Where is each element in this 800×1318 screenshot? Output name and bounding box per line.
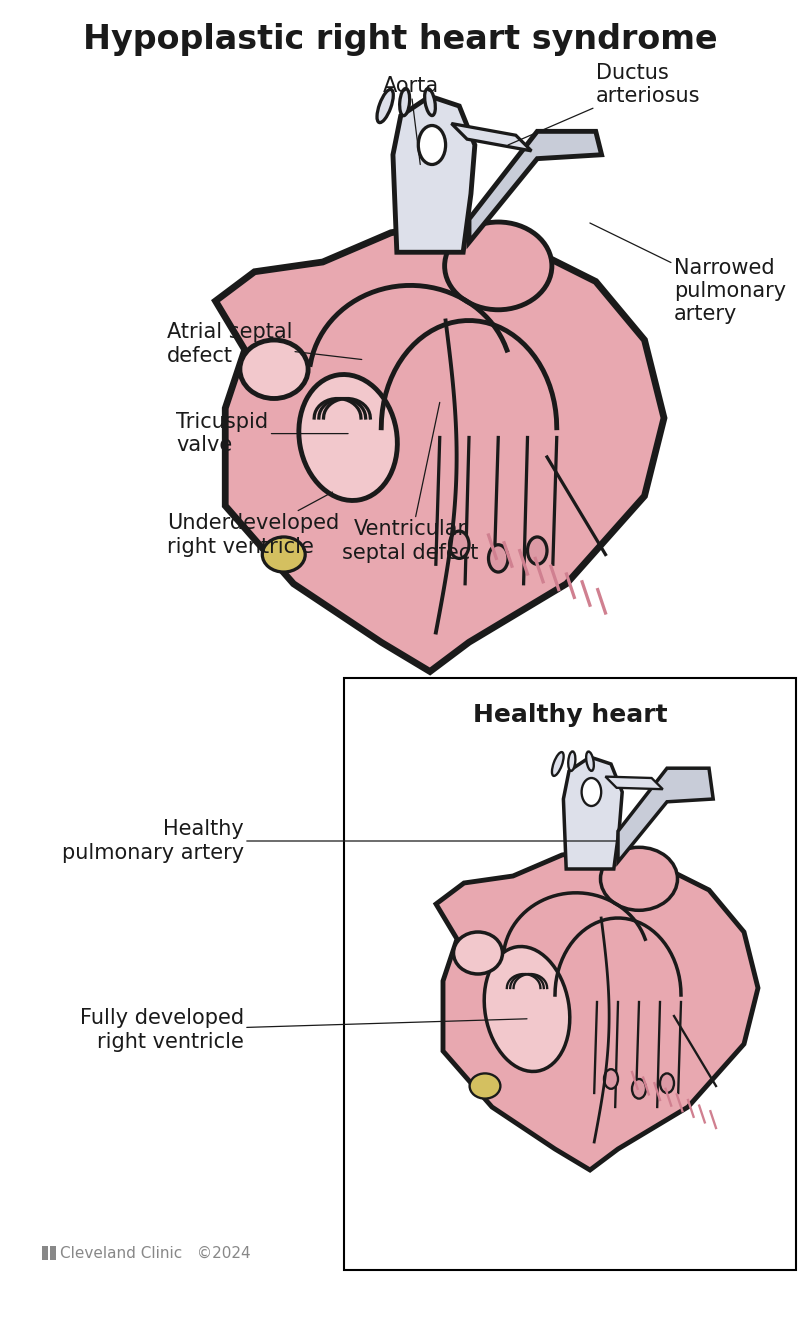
Ellipse shape xyxy=(568,751,575,771)
Text: Fully developed
right ventricle: Fully developed right ventricle xyxy=(80,1008,527,1052)
Text: Tricuspid
valve: Tricuspid valve xyxy=(177,413,348,455)
Ellipse shape xyxy=(299,374,398,501)
Polygon shape xyxy=(469,132,602,243)
Polygon shape xyxy=(606,776,663,789)
Ellipse shape xyxy=(377,90,394,123)
Text: Atrial septal
defect: Atrial septal defect xyxy=(166,323,362,365)
Ellipse shape xyxy=(552,753,564,776)
Bar xyxy=(50,1246,56,1260)
Ellipse shape xyxy=(418,125,446,165)
Text: Healthy heart: Healthy heart xyxy=(473,702,667,728)
Ellipse shape xyxy=(604,1069,618,1089)
Polygon shape xyxy=(393,96,475,252)
Ellipse shape xyxy=(632,1079,646,1099)
Ellipse shape xyxy=(400,88,410,116)
Ellipse shape xyxy=(450,531,469,559)
Ellipse shape xyxy=(240,340,308,398)
Text: Aorta: Aorta xyxy=(382,76,438,165)
Ellipse shape xyxy=(489,544,508,572)
Ellipse shape xyxy=(484,946,570,1072)
Polygon shape xyxy=(563,757,622,869)
Text: Underdeveloped
right ventricle: Underdeveloped right ventricle xyxy=(166,492,339,556)
Ellipse shape xyxy=(527,536,547,564)
Bar xyxy=(42,1246,48,1260)
Ellipse shape xyxy=(660,1073,674,1093)
Text: Cleveland Clinic   ©2024: Cleveland Clinic ©2024 xyxy=(60,1246,251,1260)
Text: Healthy
pulmonary artery: Healthy pulmonary artery xyxy=(62,820,618,862)
Text: Ventricular
septal defect: Ventricular septal defect xyxy=(342,402,478,563)
Polygon shape xyxy=(618,768,714,862)
Ellipse shape xyxy=(586,751,594,771)
Ellipse shape xyxy=(601,847,678,911)
Polygon shape xyxy=(451,124,531,150)
Ellipse shape xyxy=(454,932,502,974)
Ellipse shape xyxy=(425,88,435,116)
Text: Ductus
arteriosus: Ductus arteriosus xyxy=(508,63,700,145)
Bar xyxy=(344,677,796,1271)
Polygon shape xyxy=(436,847,758,1170)
Ellipse shape xyxy=(470,1073,501,1099)
Ellipse shape xyxy=(445,221,552,310)
Ellipse shape xyxy=(262,536,306,572)
Text: Narrowed
pulmonary
artery: Narrowed pulmonary artery xyxy=(590,223,786,324)
Text: Hypoplastic right heart syndrome: Hypoplastic right heart syndrome xyxy=(82,22,718,55)
Polygon shape xyxy=(215,223,664,671)
Ellipse shape xyxy=(582,778,602,807)
